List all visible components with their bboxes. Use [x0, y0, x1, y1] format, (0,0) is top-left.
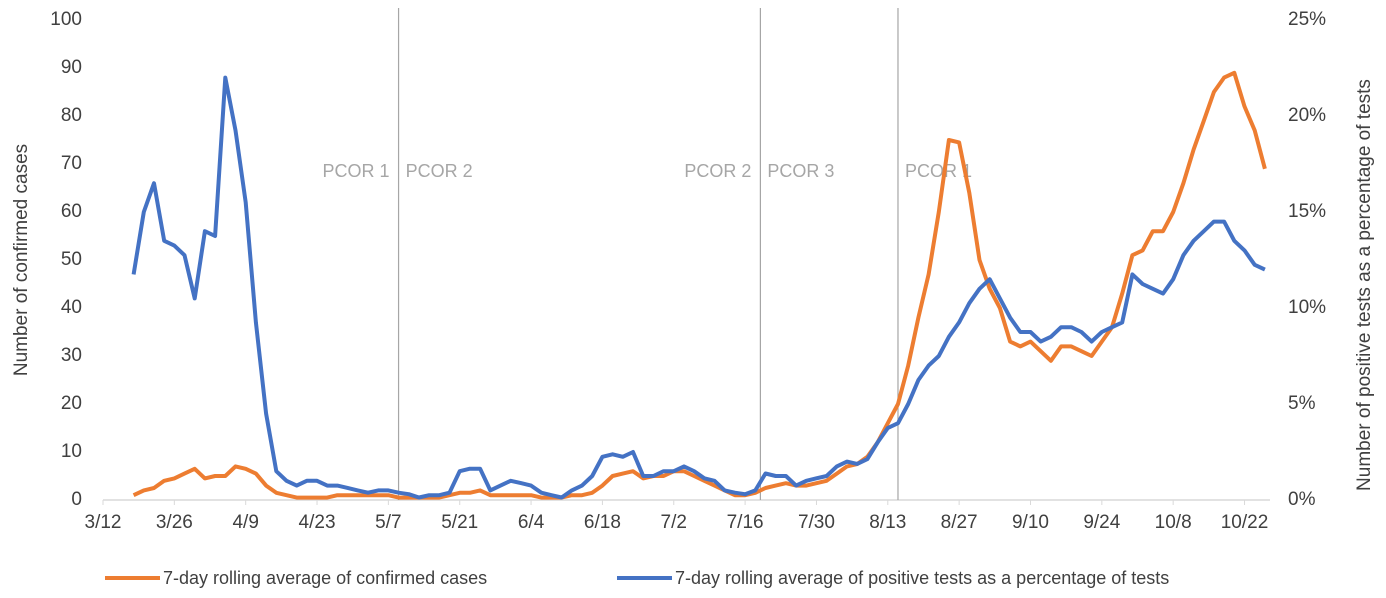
x-tick-label: 10/8 [1155, 512, 1192, 533]
y2-axis-title: Number of positive tests as a percentage… [1354, 79, 1375, 491]
x-tick-label: 7/16 [727, 512, 764, 533]
x-tick-label: 8/27 [941, 512, 978, 533]
phase-label: PCOR 3 [767, 161, 834, 181]
legend-label: 7-day rolling average of positive tests … [675, 568, 1169, 588]
y2-tick-label: 25% [1288, 9, 1326, 30]
y2-tick-label: 20% [1288, 105, 1326, 126]
y2-tick-label: 15% [1288, 201, 1326, 222]
x-tick-label: 9/10 [1012, 512, 1049, 533]
x-tick-label: 6/4 [518, 512, 545, 533]
x-tick-label: 5/21 [441, 512, 478, 533]
x-tick-label: 7/2 [661, 512, 687, 533]
phase-label: PCOR 1 [323, 161, 390, 181]
x-tick-label: 3/12 [85, 512, 122, 533]
x-tick-label: 4/23 [299, 512, 336, 533]
y-tick-label: 50 [61, 249, 82, 270]
x-tick-label: 6/18 [584, 512, 621, 533]
y2-tick-label: 0% [1288, 489, 1316, 510]
x-tick-label: 4/9 [232, 512, 258, 533]
x-tick-label: 5/7 [375, 512, 401, 533]
y-tick-label: 60 [61, 201, 82, 222]
series-line [131, 75, 1266, 500]
y2-tick-label: 5% [1288, 393, 1316, 414]
legend-label: 7-day rolling average of confirmed cases [163, 568, 487, 588]
y2-tick-label: 10% [1288, 297, 1326, 318]
series-line [132, 70, 1267, 500]
y-tick-label: 20 [61, 393, 82, 414]
x-tick-label: 10/22 [1221, 512, 1269, 533]
y-tick-label: 10 [61, 441, 82, 462]
x-tick-label: 9/24 [1083, 512, 1120, 533]
x-tick-label: 8/13 [869, 512, 906, 533]
phase-label: PCOR 2 [406, 161, 473, 181]
y-tick-label: 30 [61, 345, 82, 366]
x-tick-label: 7/30 [798, 512, 835, 533]
y-tick-label: 40 [61, 297, 82, 318]
y-tick-label: 80 [61, 105, 82, 126]
y-axis-title: Number of confirmed cases [11, 144, 32, 376]
y-tick-label: 0 [71, 489, 82, 510]
y-tick-label: 70 [61, 153, 82, 174]
y-tick-label: 90 [61, 57, 82, 78]
phase-label: PCOR 2 [684, 161, 751, 181]
x-tick-label: 3/26 [156, 512, 193, 533]
phase-label: PCOR 1 [905, 161, 972, 181]
y-tick-label: 100 [50, 9, 82, 30]
